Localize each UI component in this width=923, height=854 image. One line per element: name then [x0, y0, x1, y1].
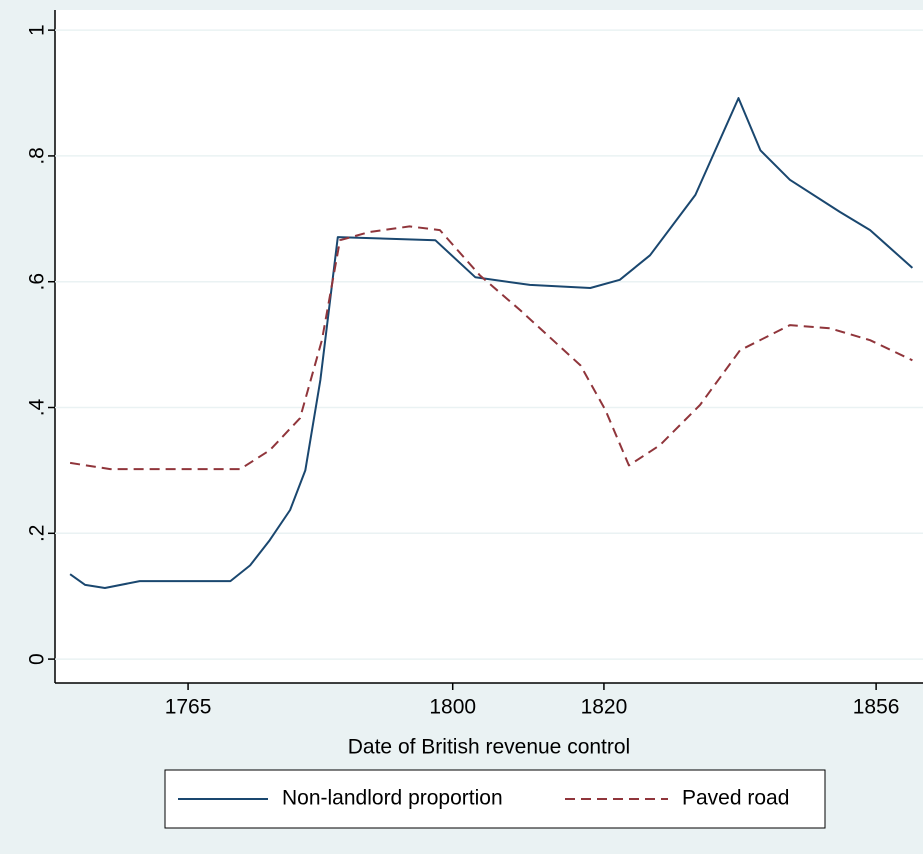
- x-tick-label: 1820: [581, 696, 628, 719]
- data-line: [69, 225, 913, 471]
- y-tick-label: .6: [26, 273, 49, 291]
- legend-label: Non-landlord proportion: [282, 787, 503, 810]
- x-tick-label: 1765: [165, 696, 212, 719]
- plot-area: [55, 10, 923, 683]
- y-tick-label: .8: [26, 147, 49, 165]
- y-tick-label: .2: [26, 525, 49, 543]
- y-tick-label: 0: [26, 653, 49, 665]
- x-tick-label: 1800: [429, 696, 476, 719]
- x-tick-label: 1856: [853, 696, 900, 719]
- x-axis-title: Date of British revenue control: [348, 736, 630, 759]
- y-tick-label: .4: [26, 398, 49, 416]
- data-line: [69, 97, 914, 589]
- legend-label: Paved road: [682, 787, 789, 810]
- legend: [164, 769, 826, 829]
- y-tick-label: 1: [26, 24, 49, 36]
